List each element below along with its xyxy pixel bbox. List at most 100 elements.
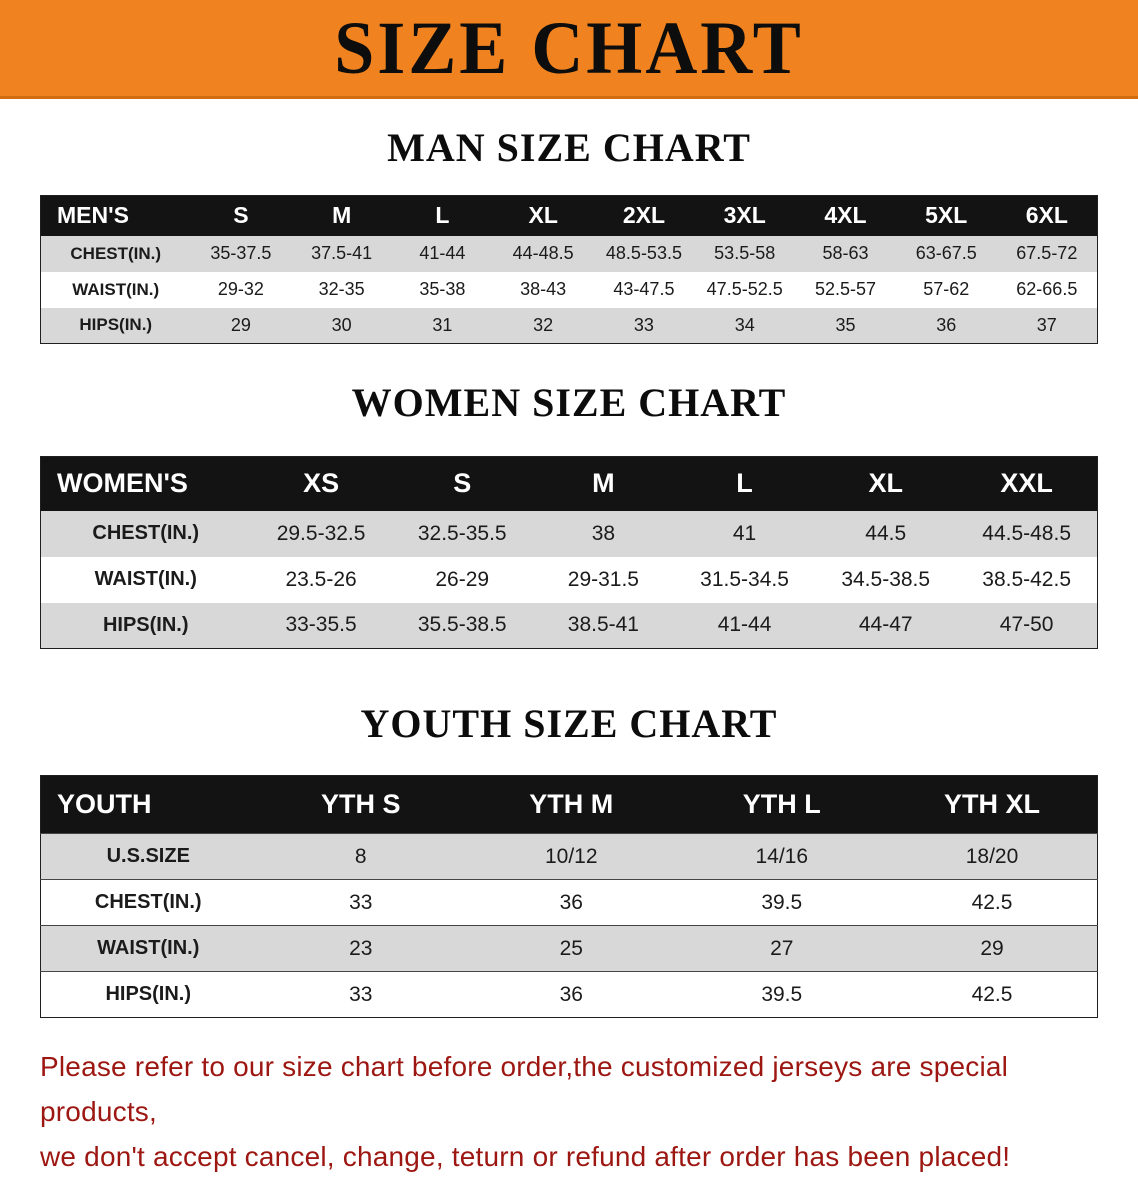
- table-cell: 26-29: [391, 556, 533, 603]
- table-cell: 41-44: [392, 235, 493, 272]
- table-cell: 31: [392, 307, 493, 344]
- table-cell: 42.5: [887, 971, 1098, 1018]
- column-header: YTH XL: [887, 775, 1098, 834]
- table-cell: 29: [887, 925, 1098, 972]
- table-cell: 47.5-52.5: [694, 271, 796, 308]
- men-size-section: MAN SIZE CHART MEN'S S M L XL 2XL 3XL 4XL 5XL 6XL…: [0, 125, 1138, 344]
- table-row: U.S.SIZE 8 10/12 14/16 18/20: [40, 833, 1098, 880]
- table-row: HIPS(IN.) 33-35.5 35.5-38.5 38.5-41 41-44 44-…: [40, 602, 1098, 649]
- table-cell: 33-35.5: [250, 602, 392, 649]
- men-size-table-host: MEN'S S M L XL 2XL 3XL 4XL 5XL 6XL CHEST(IN.) 35-37…: [0, 195, 1138, 344]
- table-cell: 35: [795, 307, 896, 344]
- table-cell: 39.5: [676, 879, 887, 926]
- table-cell: 38.5-42.5: [956, 556, 1098, 603]
- table-cell: 25: [466, 925, 677, 972]
- table-cell: 35.5-38.5: [391, 602, 533, 649]
- women-size-section: WOMEN SIZE CHART WOMEN'S XS S M L XL XXL CHEST(…: [0, 380, 1138, 649]
- table-cell: 35-37.5: [190, 235, 292, 272]
- table-cell: 32-35: [291, 271, 393, 308]
- column-header: S: [391, 456, 533, 511]
- row-label: CHEST(IN.): [40, 510, 251, 557]
- column-header: 4XL: [795, 195, 896, 236]
- table-row: WAIST(IN.) 23.5-26 26-29 29-31.5 31.5-34.5 34…: [40, 556, 1098, 603]
- page-title: SIZE CHART: [334, 5, 804, 90]
- table-cell: 18/20: [887, 833, 1098, 880]
- column-header: 3XL: [694, 195, 796, 236]
- table-cell: 30: [291, 307, 393, 344]
- table-row: CHEST(IN.) 29.5-32.5 32.5-35.5 38 41 44.5 44.5…: [40, 510, 1098, 557]
- column-header: YTH S: [255, 775, 466, 834]
- table-cell: 33: [255, 879, 466, 926]
- table-cell: 23: [255, 925, 466, 972]
- table-cell: 38.5-41: [532, 602, 674, 649]
- row-label: HIPS(IN.): [40, 602, 251, 649]
- table-header-row: WOMEN'S XS S M L XL XXL: [40, 456, 1098, 511]
- table-cell: 39.5: [676, 971, 887, 1018]
- table-cell: 42.5: [887, 879, 1098, 926]
- row-label: CHEST(IN.): [40, 235, 191, 272]
- row-label: WAIST(IN.): [40, 556, 251, 603]
- table-cell: 57-62: [895, 271, 997, 308]
- table-cell: 33: [255, 971, 466, 1018]
- table-cell: 35-38: [392, 271, 493, 308]
- table-cell: 52.5-57: [795, 271, 896, 308]
- table-header-row: MEN'S S M L XL 2XL 3XL 4XL 5XL 6XL: [40, 195, 1098, 236]
- banner: SIZE CHART: [0, 0, 1138, 99]
- table-cell: 63-67.5: [895, 235, 997, 272]
- table-cell: 44-48.5: [492, 235, 594, 272]
- column-header: L: [673, 456, 816, 511]
- youth-size-table: YOUTH YTH S YTH M YTH L YTH XL U.S.SIZE 8 10/12…: [40, 775, 1098, 1018]
- column-header: 6XL: [996, 195, 1098, 236]
- table-row: CHEST(IN.) 35-37.5 37.5-41 41-44 44-48.5 48.5…: [40, 235, 1098, 272]
- notice-line-1: Please refer to our size chart before or…: [40, 1051, 1009, 1127]
- table-cell: 43-47.5: [593, 271, 695, 308]
- table-row: HIPS(IN.) 29 30 31 32 33 34 35 36 37: [40, 307, 1098, 344]
- table-cell: 32.5-35.5: [391, 510, 533, 557]
- table-cell: 14/16: [676, 833, 887, 880]
- table-row: CHEST(IN.) 33 36 39.5 42.5: [40, 879, 1098, 926]
- column-header: L: [392, 195, 493, 236]
- footer-notice: Please refer to our size chart before or…: [40, 1044, 1100, 1179]
- row-label: U.S.SIZE: [40, 833, 256, 880]
- column-header: XL: [492, 195, 594, 236]
- row-label: WAIST(IN.): [40, 925, 256, 972]
- men-table-label: MEN'S: [40, 195, 191, 236]
- table-cell: 34: [694, 307, 796, 344]
- table-cell: 29: [190, 307, 292, 344]
- table-cell: 67.5-72: [996, 235, 1098, 272]
- table-cell: 62-66.5: [996, 271, 1098, 308]
- table-cell: 36: [466, 879, 677, 926]
- table-cell: 23.5-26: [250, 556, 392, 603]
- table-cell: 53.5-58: [694, 235, 796, 272]
- table-cell: 36: [895, 307, 997, 344]
- notice-line-2: we don't accept cancel, change, teturn o…: [40, 1141, 1011, 1172]
- table-cell: 58-63: [795, 235, 896, 272]
- table-cell: 38: [532, 510, 674, 557]
- youth-table-label: YOUTH: [40, 775, 256, 834]
- table-cell: 44.5-48.5: [956, 510, 1098, 557]
- table-cell: 29-31.5: [532, 556, 674, 603]
- table-cell: 31.5-34.5: [673, 556, 816, 603]
- table-cell: 48.5-53.5: [593, 235, 695, 272]
- youth-size-section: YOUTH SIZE CHART YOUTH YTH S YTH M YTH L YTH…: [0, 701, 1138, 1018]
- men-size-table: MEN'S S M L XL 2XL 3XL 4XL 5XL 6XL CHEST(IN.) 35-37…: [40, 195, 1098, 344]
- row-label: HIPS(IN.): [40, 971, 256, 1018]
- column-header: XXL: [956, 456, 1098, 511]
- women-size-table: WOMEN'S XS S M L XL XXL CHEST(IN.) 29.5-32.5 32.5…: [40, 456, 1098, 649]
- section-title-men: MAN SIZE CHART: [387, 125, 751, 170]
- row-label: WAIST(IN.): [40, 271, 191, 308]
- table-cell: 38-43: [492, 271, 594, 308]
- table-cell: 41-44: [673, 602, 816, 649]
- column-header: 5XL: [895, 195, 997, 236]
- youth-size-table-host: YOUTH YTH S YTH M YTH L YTH XL U.S.SIZE 8 10/12…: [0, 775, 1138, 1018]
- table-cell: 41: [673, 510, 816, 557]
- row-label: CHEST(IN.): [40, 879, 256, 926]
- section-title-women: WOMEN SIZE CHART: [351, 380, 787, 425]
- women-table-label: WOMEN'S: [40, 456, 251, 511]
- table-cell: 29-32: [190, 271, 292, 308]
- section-title-youth: YOUTH SIZE CHART: [360, 701, 778, 746]
- column-header: M: [532, 456, 674, 511]
- column-header: XS: [250, 456, 392, 511]
- table-row: HIPS(IN.) 33 36 39.5 42.5: [40, 971, 1098, 1018]
- column-header: YTH L: [676, 775, 887, 834]
